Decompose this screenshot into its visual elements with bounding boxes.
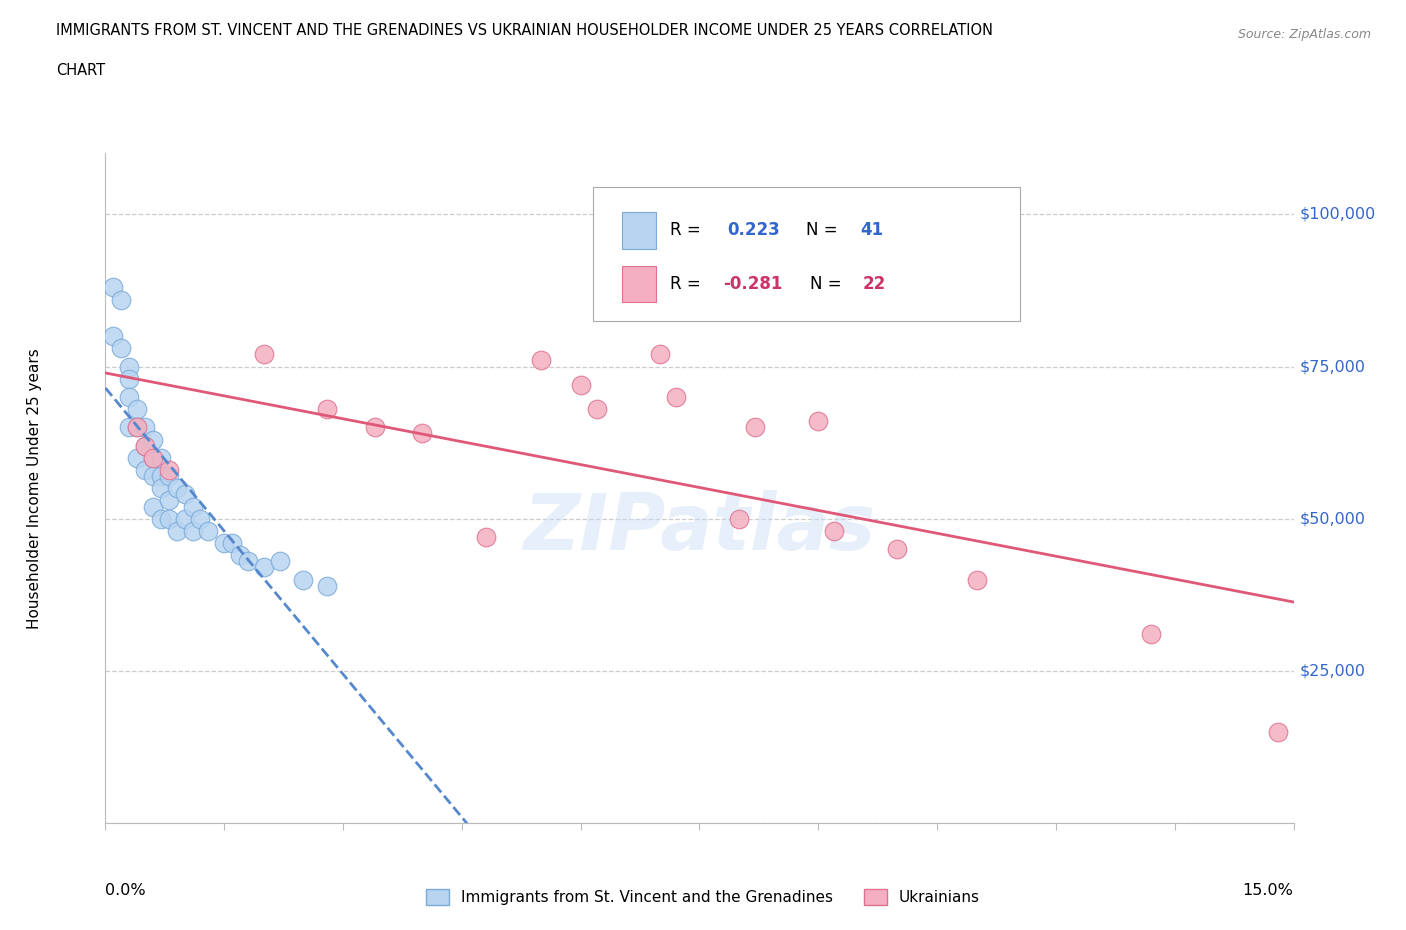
Text: N =: N = (807, 221, 844, 239)
Point (103, 328, 125, 343)
Point (648, 347, 671, 362)
Point (229, 548, 252, 563)
Text: Householder Income Under 25 years: Householder Income Under 25 years (27, 348, 42, 629)
Point (530, 353, 553, 368)
FancyBboxPatch shape (623, 266, 655, 302)
Point (149, 512, 172, 526)
Text: $50,000: $50,000 (1299, 512, 1365, 526)
FancyBboxPatch shape (592, 187, 1021, 321)
Point (197, 524, 219, 538)
Point (142, 499, 165, 514)
Point (173, 487, 195, 502)
Point (134, 420, 156, 435)
Text: 22: 22 (862, 275, 886, 293)
Point (134, 462, 156, 477)
Point (149, 469, 172, 484)
Point (181, 524, 204, 538)
Point (103, 280, 125, 295)
Point (1140, 627, 1163, 642)
Point (127, 450, 149, 465)
Point (585, 402, 607, 417)
Point (886, 541, 908, 556)
Point (149, 450, 172, 465)
Point (142, 469, 165, 484)
Text: 41: 41 (860, 221, 883, 239)
Point (127, 420, 149, 435)
Point (118, 371, 141, 386)
Point (214, 536, 236, 551)
Point (807, 414, 830, 429)
Text: N =: N = (810, 275, 846, 293)
Point (190, 512, 212, 526)
Text: R =: R = (669, 221, 706, 239)
Point (823, 524, 845, 538)
Point (744, 420, 766, 435)
Text: R =: R = (669, 275, 706, 293)
Point (253, 560, 276, 575)
Point (118, 359, 141, 374)
Text: $25,000: $25,000 (1299, 663, 1365, 678)
Point (134, 438, 156, 453)
Point (316, 578, 339, 593)
Point (1267, 724, 1289, 739)
Point (269, 554, 291, 569)
FancyBboxPatch shape (623, 212, 655, 249)
Point (181, 499, 204, 514)
Text: $100,000: $100,000 (1299, 206, 1375, 222)
Text: 15.0%: 15.0% (1243, 884, 1294, 898)
Text: CHART: CHART (56, 63, 105, 78)
Point (149, 481, 172, 496)
Legend: Immigrants from St. Vincent and the Grenadines, Ukrainians: Immigrants from St. Vincent and the Gren… (420, 883, 986, 911)
Point (157, 512, 180, 526)
Point (665, 390, 688, 405)
Point (142, 432, 165, 447)
Point (411, 426, 433, 441)
Point (166, 524, 188, 538)
Point (157, 462, 180, 477)
Point (253, 347, 276, 362)
Point (110, 292, 132, 307)
Point (221, 536, 243, 551)
Point (142, 450, 165, 465)
Text: 0.0%: 0.0% (105, 884, 146, 898)
Text: 0.223: 0.223 (727, 221, 779, 239)
Point (173, 512, 195, 526)
Point (127, 402, 149, 417)
Point (236, 554, 259, 569)
Point (110, 340, 132, 355)
Point (157, 493, 180, 508)
Text: ZIPatlas: ZIPatlas (523, 490, 876, 566)
Text: -0.281: -0.281 (723, 275, 783, 293)
Point (134, 438, 156, 453)
Point (118, 420, 141, 435)
Text: Source: ZipAtlas.com: Source: ZipAtlas.com (1237, 28, 1371, 41)
Point (127, 420, 149, 435)
Point (364, 420, 387, 435)
Point (728, 512, 751, 526)
Point (569, 378, 592, 392)
Point (966, 572, 988, 587)
Point (292, 572, 315, 587)
Point (118, 390, 141, 405)
Point (166, 481, 188, 496)
Point (316, 402, 339, 417)
Point (142, 450, 165, 465)
Point (157, 469, 180, 484)
Point (474, 529, 496, 544)
Text: $75,000: $75,000 (1299, 359, 1365, 374)
Text: IMMIGRANTS FROM ST. VINCENT AND THE GRENADINES VS UKRAINIAN HOUSEHOLDER INCOME U: IMMIGRANTS FROM ST. VINCENT AND THE GREN… (56, 23, 993, 38)
